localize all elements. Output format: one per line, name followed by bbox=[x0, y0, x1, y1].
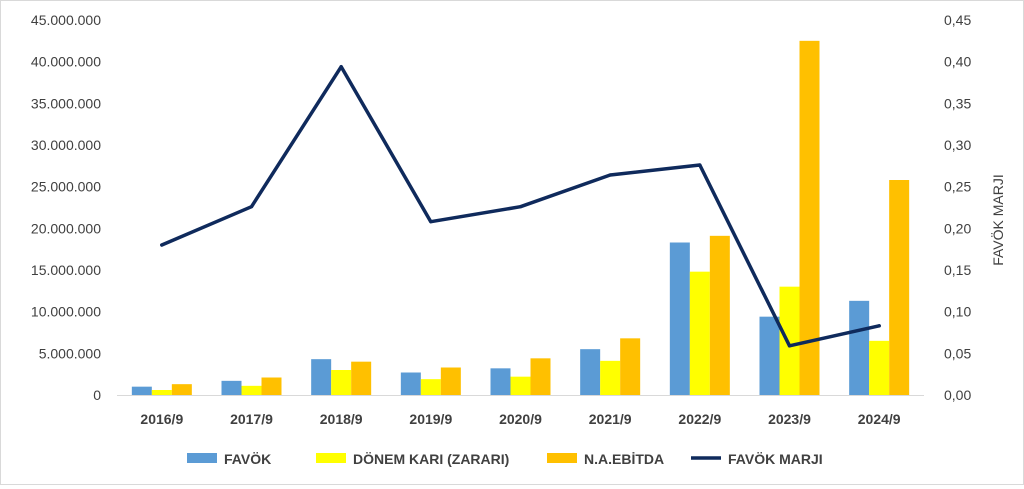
bar bbox=[849, 300, 870, 395]
bar bbox=[241, 385, 262, 395]
legend: FAVÖK DÖNEM KARI (ZARARI) N.A.EBİTDA FAVÖK … bbox=[187, 451, 823, 467]
x-tick-label: 2023/9 bbox=[768, 411, 811, 427]
bar bbox=[600, 360, 621, 395]
y-left-tick-label: 30.000.000 bbox=[31, 137, 101, 153]
y-right-tick-label: 0,35 bbox=[944, 95, 971, 111]
line-point bbox=[339, 65, 343, 69]
legend-label: DÖNEM KARI (ZARARI) bbox=[353, 451, 509, 467]
line-point bbox=[698, 163, 702, 167]
line-point bbox=[429, 220, 433, 224]
x-tick-label: 2020/9 bbox=[499, 411, 542, 427]
bar bbox=[530, 358, 551, 395]
y-left-tick-label: 20.000.000 bbox=[31, 220, 101, 236]
legend-label: FAVÖK MARJI bbox=[728, 451, 823, 467]
bar bbox=[620, 338, 641, 395]
bar bbox=[171, 384, 192, 395]
line-point bbox=[518, 205, 523, 209]
bar bbox=[759, 316, 780, 395]
y-axis-right-ticks: 0,00 0,05 0,10 0,15 0,20 0,25 0,30 0,35 0,40 0,45 bbox=[944, 12, 971, 403]
bar bbox=[869, 340, 890, 395]
y-right-tick-label: 0,40 bbox=[944, 54, 971, 70]
bar bbox=[510, 376, 531, 395]
y-left-tick-label: 5.000.000 bbox=[39, 345, 101, 361]
x-tick-label: 2018/9 bbox=[320, 411, 363, 427]
legend-label: N.A.EBİTDA bbox=[584, 451, 664, 467]
y-axis-left-ticks: 0 5.000.000 10.000.000 15.000.000 20.000.000… bbox=[31, 12, 101, 403]
legend-swatch bbox=[547, 453, 577, 463]
y-left-tick-label: 45.000.000 bbox=[31, 12, 101, 28]
line-point bbox=[249, 205, 254, 209]
y-right-tick-label: 0,20 bbox=[944, 220, 971, 236]
x-tick-label: 2016/9 bbox=[140, 411, 183, 427]
y-left-tick-label: 10.000.000 bbox=[31, 304, 101, 320]
x-tick-label: 2021/9 bbox=[589, 411, 632, 427]
legend-label: FAVÖK bbox=[224, 451, 271, 467]
bar bbox=[131, 386, 152, 395]
y-left-tick-label: 35.000.000 bbox=[31, 95, 101, 111]
y-left-tick-label: 25.000.000 bbox=[31, 179, 101, 195]
y-left-tick-label: 15.000.000 bbox=[31, 262, 101, 278]
y-axis-right-title: FAVÖK MARJI bbox=[989, 174, 1006, 266]
y-right-tick-label: 0,15 bbox=[944, 262, 971, 278]
bar bbox=[351, 361, 372, 395]
y-left-tick-label: 0 bbox=[93, 387, 101, 403]
line-point bbox=[787, 344, 792, 348]
bar bbox=[420, 379, 441, 395]
bar bbox=[400, 372, 421, 395]
bar bbox=[311, 359, 332, 395]
bar bbox=[889, 180, 910, 395]
line-point bbox=[608, 173, 612, 177]
y-left-tick-label: 40.000.000 bbox=[31, 54, 101, 70]
bar bbox=[440, 367, 461, 395]
bar bbox=[709, 235, 730, 395]
bar bbox=[669, 242, 690, 395]
line-point bbox=[877, 324, 881, 328]
bar bbox=[261, 377, 282, 395]
bar bbox=[779, 286, 800, 395]
y-right-tick-label: 0,05 bbox=[944, 345, 971, 361]
y-right-tick-label: 0,00 bbox=[944, 387, 971, 403]
y-right-tick-label: 0,25 bbox=[944, 179, 971, 195]
bar-series-group bbox=[131, 40, 910, 395]
x-tick-label: 2019/9 bbox=[409, 411, 452, 427]
line-point bbox=[160, 243, 164, 247]
x-tick-label: 2024/9 bbox=[858, 411, 901, 427]
bar bbox=[689, 271, 710, 395]
bar bbox=[221, 380, 242, 395]
x-axis-ticks: 2016/9 2017/9 2018/9 2019/9 2020/9 2021/9 2022… bbox=[140, 411, 900, 427]
bar bbox=[331, 370, 352, 395]
bar bbox=[580, 349, 601, 395]
y-right-tick-label: 0,30 bbox=[944, 137, 971, 153]
x-tick-label: 2022/9 bbox=[678, 411, 721, 427]
bar bbox=[490, 368, 511, 395]
y-right-tick-label: 0,45 bbox=[944, 12, 971, 28]
legend-swatch bbox=[316, 453, 346, 463]
y-right-tick-label: 0,10 bbox=[944, 304, 971, 320]
x-tick-label: 2017/9 bbox=[230, 411, 273, 427]
bar bbox=[799, 40, 820, 395]
legend-swatch bbox=[187, 453, 217, 463]
bar bbox=[151, 390, 172, 395]
line-series-group bbox=[160, 64, 881, 348]
